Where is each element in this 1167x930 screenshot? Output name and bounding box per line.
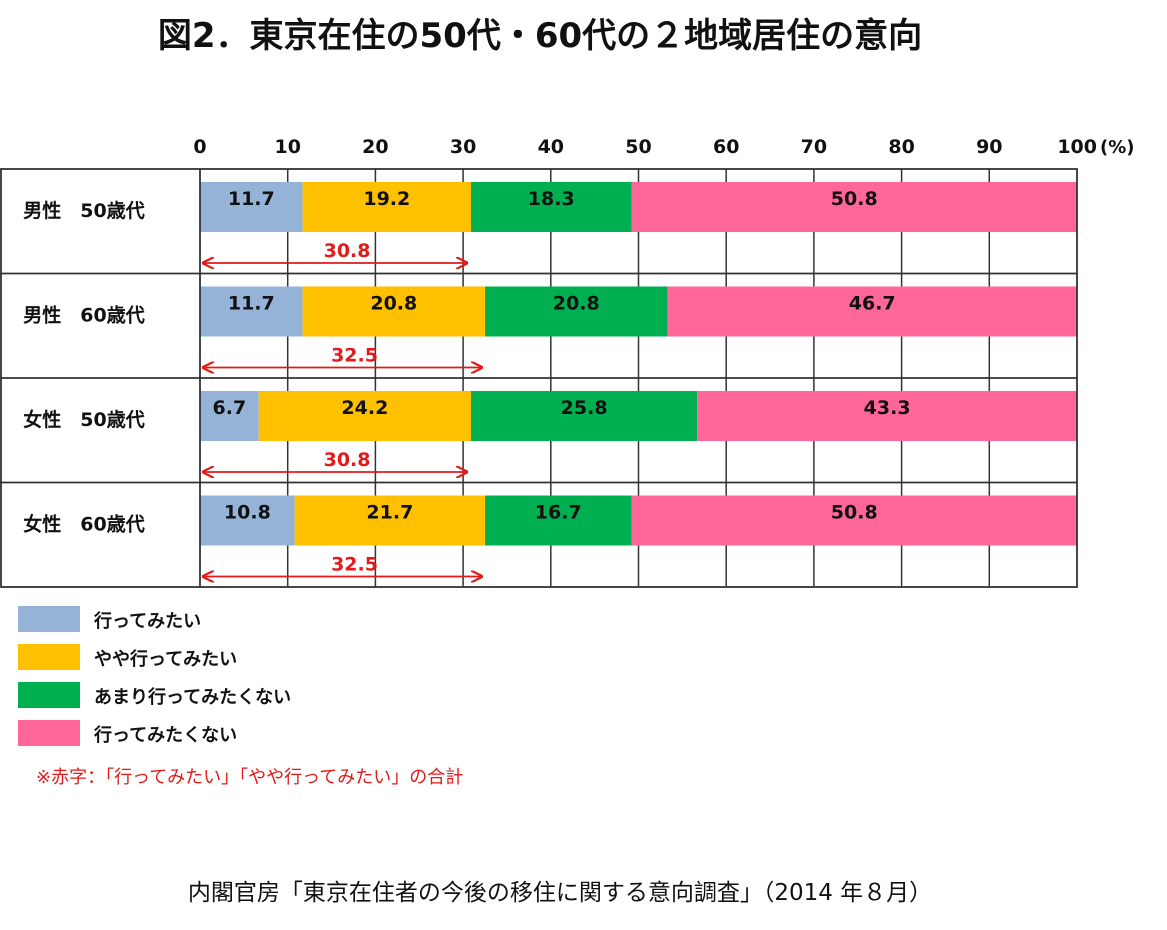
x-tick-label: 30 [450,136,476,158]
bar-value-label: 19.2 [363,188,410,210]
bar-value-label: 43.3 [864,397,911,419]
bar-segment [485,286,668,337]
bar-value-label: 11.7 [228,188,275,210]
bar-segment [667,286,1077,337]
bar-value-label: 46.7 [849,293,896,315]
legend-swatch [18,682,80,708]
bar-segment [302,182,471,232]
bar-segment [294,495,486,546]
total-label: 30.8 [324,240,371,262]
bar-value-label: 24.2 [341,397,388,419]
bar-value-label: 6.7 [213,397,247,419]
bar-segment [485,495,632,546]
stacked-bar-chart: 11.7 19.2 18.3 50.8 30.8 11.7 20.8 20.8 46.7 32.5… [0,136,1135,588]
legend-label: やや行ってみたい [94,649,238,670]
x-tick-label: 40 [538,136,564,158]
bar-value-label: 16.7 [535,502,582,524]
x-tick-label: 100 [1057,136,1097,158]
total-label: 32.5 [331,554,378,576]
x-tick-label: 60 [713,136,739,158]
bar-segment [200,286,303,337]
category-label: 女性 50歳代 [23,408,144,431]
bar-value-label: 50.8 [831,188,878,210]
x-tick-label: 80 [888,136,914,158]
bar-segment [697,391,1077,441]
legend-label: あまり行ってみたくない [94,687,292,708]
bar-segment [470,182,632,232]
source-citation: 内閣官房「東京在住者の今後の移住に関する意向調査」（2014 年８月） [187,880,933,906]
bar-value-label: 25.8 [561,397,608,419]
bar-segment [200,182,303,232]
legend-label: 行ってみたくない [94,725,238,746]
legend-swatch [18,606,80,632]
bars [200,182,1077,546]
bar-value-label: 20.8 [553,293,600,315]
bar-value-label: 10.8 [224,502,271,524]
total-label: 30.8 [324,449,371,471]
bar-segment [200,495,295,546]
legend-label: 行ってみたい [94,611,202,632]
footnote-red: ※赤字：「行ってみたい」「やや行ってみたい」の合計 [36,767,464,788]
total-label: 32.5 [331,345,378,367]
legend-swatch [18,720,80,746]
bar-segment [258,391,471,441]
bar-value-label: 18.3 [528,188,575,210]
bar-value-label: 21.7 [366,502,413,524]
bar-value-label: 20.8 [370,293,417,315]
category-label: 男性 50歳代 [23,199,144,222]
x-tick-label: 10 [274,136,300,158]
legend-swatch [18,644,80,670]
bar-segment [631,495,1077,546]
bar-segment [470,391,698,441]
bar-segment [302,286,486,337]
bar-segment [631,182,1077,232]
category-label: 女性 60歳代 [23,513,144,536]
chart-title: 図2．東京在住の50代・60代の２地域居住の意向 [157,16,923,56]
x-axis-ticks: 0 10 20 30 40 50 60 70 80 90 100 [193,136,1097,158]
x-tick-label: 0 [193,136,206,158]
x-tick-label: 90 [976,136,1002,158]
x-tick-label: 50 [625,136,651,158]
bar-value-label: 11.7 [228,293,275,315]
table-frame [0,168,1078,588]
x-tick-label: 70 [801,136,827,158]
x-axis-unit: (%) [1100,137,1135,158]
bar-segment [200,391,259,441]
bar-value-label: 50.8 [831,502,878,524]
x-tick-label: 20 [362,136,388,158]
category-label: 男性 60歳代 [23,304,144,327]
data-labels: 11.7 19.2 18.3 50.8 30.8 11.7 20.8 20.8 46.7 32.5… [202,188,911,577]
